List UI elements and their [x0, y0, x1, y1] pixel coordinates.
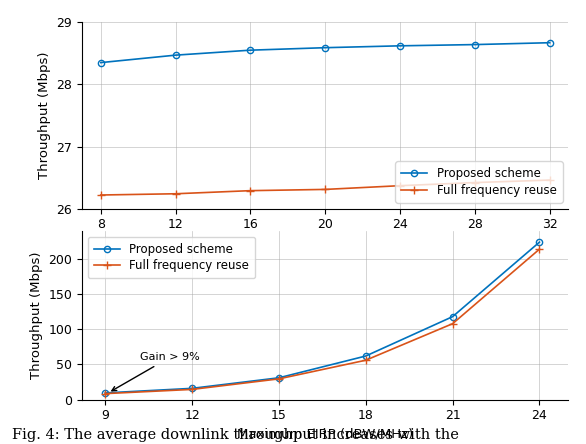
- Proposed scheme: [397, 43, 404, 48]
- Proposed scheme: [322, 45, 329, 50]
- Proposed scheme: [449, 314, 456, 319]
- Proposed scheme: [189, 386, 196, 391]
- Line: Full frequency reuse: Full frequency reuse: [101, 246, 543, 397]
- Text: Gain > 9%: Gain > 9%: [112, 353, 200, 391]
- Full frequency reuse: [536, 246, 543, 252]
- Line: Proposed scheme: Proposed scheme: [102, 239, 543, 396]
- Line: Proposed scheme: Proposed scheme: [98, 40, 553, 66]
- Full frequency reuse: [322, 187, 329, 192]
- Legend: Proposed scheme, Full frequency reuse: Proposed scheme, Full frequency reuse: [88, 237, 255, 278]
- Proposed scheme: [247, 48, 254, 53]
- Full frequency reuse: [546, 178, 553, 183]
- Legend: Proposed scheme, Full frequency reuse: Proposed scheme, Full frequency reuse: [396, 162, 563, 203]
- Proposed scheme: [362, 353, 369, 359]
- Full frequency reuse: [189, 387, 196, 392]
- Proposed scheme: [275, 375, 282, 381]
- Y-axis label: Throughput (Mbps): Throughput (Mbps): [30, 251, 43, 379]
- Y-axis label: Throughput (Mbps): Throughput (Mbps): [38, 52, 51, 179]
- Full frequency reuse: [471, 180, 478, 185]
- Full frequency reuse: [449, 321, 456, 326]
- Proposed scheme: [471, 42, 478, 47]
- Full frequency reuse: [397, 183, 404, 188]
- Proposed scheme: [546, 40, 553, 45]
- Full frequency reuse: [247, 188, 254, 193]
- Full frequency reuse: [275, 376, 282, 381]
- Full frequency reuse: [97, 192, 104, 198]
- Full frequency reuse: [102, 391, 109, 396]
- Text: Fig. 4: The average downlink throughput increases with the: Fig. 4: The average downlink throughput …: [12, 428, 459, 442]
- Full frequency reuse: [172, 191, 179, 196]
- Proposed scheme: [172, 52, 179, 58]
- Proposed scheme: [102, 390, 109, 396]
- X-axis label: Number of beams: Number of beams: [265, 237, 385, 250]
- Line: Full frequency reuse: Full frequency reuse: [97, 176, 554, 199]
- X-axis label: Maximum EIRP (dBW/MHz): Maximum EIRP (dBW/MHz): [237, 428, 413, 441]
- Proposed scheme: [536, 239, 543, 245]
- Proposed scheme: [97, 60, 104, 65]
- Full frequency reuse: [362, 357, 369, 363]
